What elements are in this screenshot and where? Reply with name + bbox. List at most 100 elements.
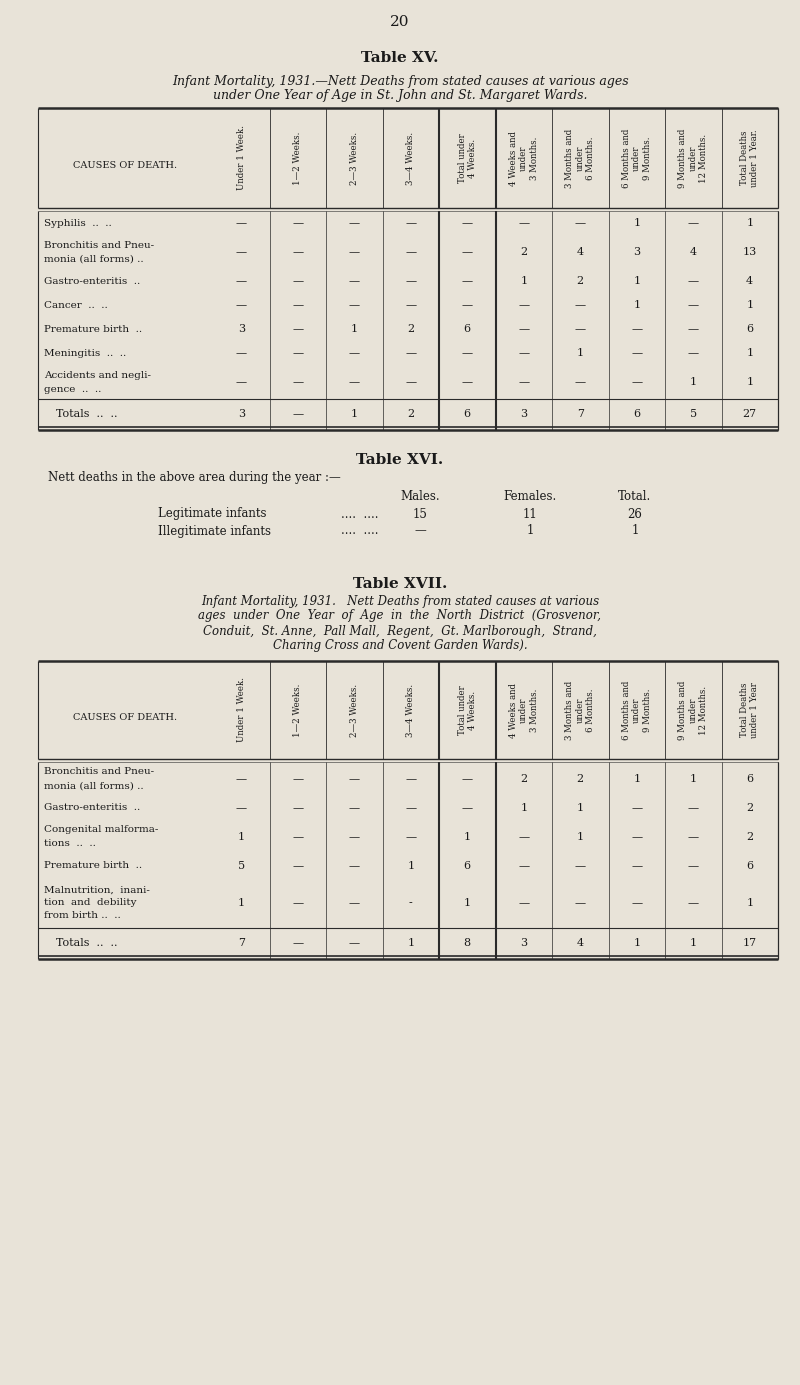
Text: —: — [518,301,530,310]
Text: 2: 2 [520,774,527,784]
Text: 2: 2 [746,832,754,842]
Text: —: — [236,348,247,357]
Text: 1—2 Weeks.: 1—2 Weeks. [294,132,302,184]
Text: CAUSES OF DEATH.: CAUSES OF DEATH. [74,162,178,170]
Text: —: — [462,217,473,229]
Text: 3 Months and
under
6 Months.: 3 Months and under 6 Months. [566,680,595,740]
Text: 7: 7 [577,409,584,420]
Text: Totals  ..  ..: Totals .. .. [56,938,118,947]
Text: —: — [462,276,473,285]
Text: 1: 1 [577,803,584,813]
Text: 1: 1 [746,377,754,386]
Text: 1: 1 [350,409,358,420]
Text: —: — [688,276,699,285]
Text: 3—4 Weeks.: 3—4 Weeks. [406,683,415,737]
Text: Table XV.: Table XV. [362,51,438,65]
Text: 6: 6 [746,861,754,871]
Text: —: — [405,832,416,842]
Text: —: — [518,832,530,842]
Text: Under 1 Week.: Under 1 Week. [237,126,246,191]
Text: —: — [292,938,303,947]
Text: 1: 1 [690,774,697,784]
Text: —: — [688,301,699,310]
Text: Total under
4 Weeks.: Total under 4 Weeks. [458,133,477,183]
Text: —: — [236,301,247,310]
Text: —: — [462,377,473,386]
Text: 15: 15 [413,507,427,521]
Text: 3—4 Weeks.: 3—4 Weeks. [406,132,415,184]
Text: 27: 27 [742,409,757,420]
Text: —: — [574,324,586,334]
Text: 3: 3 [238,324,245,334]
Text: 1: 1 [464,832,471,842]
Text: —: — [405,803,416,813]
Text: 3 Months and
under
6 Months.: 3 Months and under 6 Months. [566,129,595,187]
Text: —: — [405,247,416,258]
Text: 1—2 Weeks.: 1—2 Weeks. [294,683,302,737]
Text: —: — [688,217,699,229]
Text: 2: 2 [746,803,754,813]
Text: —: — [518,861,530,871]
Text: —: — [349,217,360,229]
Text: tion  and  debility: tion and debility [44,899,137,907]
Text: 6: 6 [464,861,471,871]
Text: 6: 6 [464,409,471,420]
Text: monia (all forms) ..: monia (all forms) .. [44,781,144,791]
Text: from birth ..  ..: from birth .. .. [44,911,121,921]
Text: 2: 2 [407,409,414,420]
Text: —: — [462,247,473,258]
Text: 1: 1 [633,217,640,229]
Text: —: — [349,897,360,909]
Text: —: — [631,803,642,813]
Text: —: — [405,276,416,285]
Text: CAUSES OF DEATH.: CAUSES OF DEATH. [74,713,178,723]
Text: 2—3 Weeks.: 2—3 Weeks. [350,132,358,184]
Text: —: — [518,377,530,386]
Text: Males.: Males. [400,489,440,503]
Text: —: — [688,348,699,357]
Text: —: — [349,803,360,813]
Text: -: - [409,897,413,909]
Text: 6: 6 [633,409,640,420]
Text: 5: 5 [238,861,245,871]
Text: 1: 1 [746,348,754,357]
Text: 4 Weeks and
under
3 Months.: 4 Weeks and under 3 Months. [509,683,538,737]
Text: —: — [236,774,247,784]
Text: 17: 17 [742,938,757,947]
Text: under One Year of Age in St. John and St. Margaret Wards.: under One Year of Age in St. John and St… [213,90,587,102]
Text: —: — [292,247,303,258]
Text: —: — [349,276,360,285]
Text: Cancer  ..  ..: Cancer .. .. [44,301,108,309]
Text: monia (all forms) ..: monia (all forms) .. [44,255,144,263]
Text: 3: 3 [238,409,245,420]
Text: —: — [518,348,530,357]
Text: Charing Cross and Covent Garden Wards).: Charing Cross and Covent Garden Wards). [273,640,527,652]
Text: ....  ....: .... .... [342,525,378,537]
Text: 3: 3 [520,409,527,420]
Text: —: — [236,803,247,813]
Text: —: — [518,897,530,909]
Text: Premature birth  ..: Premature birth .. [44,861,142,871]
Text: 1: 1 [350,324,358,334]
Text: Gastro-enteritis  ..: Gastro-enteritis .. [44,803,140,813]
Text: 2: 2 [577,276,584,285]
Text: 20: 20 [390,15,410,29]
Text: Accidents and negli-: Accidents and negli- [44,371,151,379]
Text: Infant Mortality, 1931.—Nett Deaths from stated causes at various ages: Infant Mortality, 1931.—Nett Deaths from… [172,76,628,89]
Text: Table XVII.: Table XVII. [353,578,447,591]
Text: —: — [292,803,303,813]
Text: Congenital malforma-: Congenital malforma- [44,825,158,835]
Text: Total Deaths
under 1 Year: Total Deaths under 1 Year [740,681,759,738]
Text: 1: 1 [690,938,697,947]
Text: —: — [518,217,530,229]
Text: 1: 1 [631,525,638,537]
Text: Bronchitis and Pneu-: Bronchitis and Pneu- [44,767,154,777]
Text: —: — [292,409,303,420]
Text: 3: 3 [520,938,527,947]
Text: Bronchitis and Pneu-: Bronchitis and Pneu- [44,241,154,249]
Text: Females.: Females. [503,489,557,503]
Text: 1: 1 [633,276,640,285]
Text: —: — [688,897,699,909]
Text: Syphilis  ..  ..: Syphilis .. .. [44,219,112,227]
Text: —: — [631,861,642,871]
